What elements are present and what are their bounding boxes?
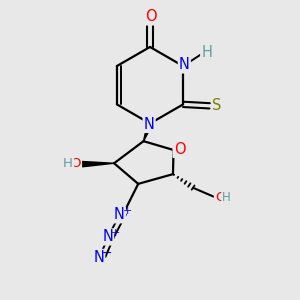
Text: O: O [145,9,156,24]
Text: +: + [111,228,121,238]
Text: H: H [222,191,231,204]
Text: +: + [123,206,132,216]
Text: N: N [114,207,125,222]
Text: H: H [201,45,212,60]
Text: S: S [212,98,222,113]
Text: −: − [102,247,112,260]
Polygon shape [143,123,152,141]
Text: O: O [174,142,185,157]
Text: O: O [70,157,81,170]
Text: N: N [102,230,113,244]
Text: N: N [93,250,104,265]
Text: O: O [215,191,225,204]
Polygon shape [82,161,114,167]
Text: N: N [179,57,190,72]
Text: H: H [63,157,73,170]
Text: N: N [144,117,154,132]
